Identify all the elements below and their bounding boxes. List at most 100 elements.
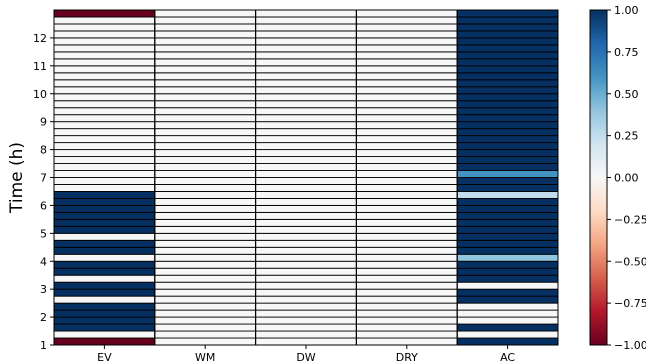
heatmap-cell	[456, 72, 559, 81]
heatmap-cell	[53, 121, 156, 130]
heatmap-cell	[154, 281, 257, 290]
colorbar-tick-label: 1.00	[614, 4, 639, 17]
heatmap-cell	[53, 30, 156, 39]
heatmap-cell	[154, 79, 257, 88]
colorbar-tick-label: 0.25	[614, 130, 639, 143]
heatmap-cell	[456, 184, 559, 192]
heatmap-cell	[255, 156, 357, 164]
heatmap-cell	[255, 204, 357, 213]
heatmap-cell	[255, 197, 357, 206]
heatmap-cell	[154, 23, 257, 32]
heatmap-cell	[154, 100, 257, 109]
heatmap-cell	[154, 184, 257, 192]
heatmap-cell	[355, 23, 458, 32]
heatmap-cell	[53, 309, 156, 318]
y-tick-label: 8	[40, 144, 47, 157]
heatmap-cell	[456, 37, 559, 46]
heatmap-cell	[53, 177, 156, 185]
heatmap-cell	[456, 197, 559, 206]
heatmap-cell	[355, 295, 458, 304]
heatmap-cell	[154, 163, 257, 171]
heatmap-cell	[154, 309, 257, 318]
heatmap-cell	[154, 253, 257, 262]
heatmap-cell	[154, 232, 257, 241]
heatmap-cell	[53, 142, 156, 151]
heatmap-cell	[456, 246, 559, 255]
heatmap-cell	[255, 163, 357, 171]
heatmap-cell	[456, 86, 559, 95]
heatmap-cell	[355, 93, 458, 102]
heatmap-cell	[255, 135, 357, 144]
heatmap-cell	[255, 9, 357, 18]
colorbar-tick-label: −0.25	[614, 213, 646, 226]
heatmap-cell	[154, 302, 257, 311]
heatmap-cell	[456, 323, 559, 332]
heatmap-cell	[355, 316, 458, 325]
heatmap-cell	[53, 253, 156, 262]
heatmap-cell	[255, 107, 357, 116]
heatmap-cell	[154, 246, 257, 255]
heatmap-cell	[53, 281, 156, 290]
heatmap-cell	[456, 309, 559, 318]
heatmap-cell	[456, 44, 559, 53]
heatmap-cell	[255, 267, 357, 276]
heatmap-cell	[154, 51, 257, 60]
heatmap-cell	[154, 177, 257, 185]
x-tick-label: DW	[296, 351, 315, 364]
heatmap-cell	[456, 177, 559, 185]
heatmap-cell	[53, 288, 156, 297]
x-tick-label: WM	[195, 351, 215, 364]
heatmap-cell	[255, 142, 357, 151]
heatmap-cell	[255, 302, 357, 311]
heatmap-cell	[355, 86, 458, 95]
heatmap-cell	[355, 253, 458, 262]
heatmap-cell	[154, 114, 257, 123]
heatmap-cell	[53, 337, 156, 346]
heatmap-cell	[456, 93, 559, 102]
heatmap-cell	[53, 191, 156, 199]
colorbar-tick-label: −0.50	[614, 255, 646, 268]
colorbar-ticks: −1.00 −0.75 −0.50 −0.25 0.00 0.25 0.50 0.75 1.00	[607, 4, 646, 352]
heatmap-cell	[355, 184, 458, 192]
column-separators	[154, 10, 458, 345]
heatmap-cell	[456, 100, 559, 109]
heatmap-cell	[154, 121, 257, 130]
heatmap-cell	[53, 107, 156, 116]
heatmap-cell	[53, 163, 156, 171]
heatmap-cell	[456, 149, 559, 158]
heatmap-cell	[53, 323, 156, 332]
heatmap-cell	[53, 100, 156, 109]
heatmap-cell	[154, 72, 257, 81]
heatmap-cell	[53, 58, 156, 67]
heatmap-cell	[255, 170, 357, 178]
heatmap-cell	[255, 93, 357, 102]
heatmap-cell	[255, 100, 357, 109]
heatmap-cell	[355, 281, 458, 290]
heatmap-cell	[255, 295, 357, 304]
heatmap-cell	[355, 225, 458, 234]
heatmap-cell	[355, 309, 458, 318]
heatmap-cell	[355, 232, 458, 241]
heatmap-cell	[355, 239, 458, 248]
heatmap-cell	[154, 107, 257, 116]
heatmap-cell	[53, 149, 156, 158]
heatmap-cell	[255, 149, 357, 158]
heatmap-cell	[355, 135, 458, 144]
heatmap-cell	[355, 65, 458, 74]
heatmap-cell	[255, 330, 357, 339]
heatmap-cell	[53, 246, 156, 255]
heatmap-cell	[53, 44, 156, 53]
heatmap-cell	[355, 246, 458, 255]
heatmap-cell	[53, 211, 156, 220]
heatmap-cell	[255, 37, 357, 46]
heatmap-cell	[456, 316, 559, 325]
y-tick-label: 2	[40, 311, 47, 324]
heatmap-cell	[355, 170, 458, 178]
heatmap-cell	[255, 246, 357, 255]
heatmap-cell	[456, 65, 559, 74]
heatmap-cell	[154, 218, 257, 227]
heatmap-cell	[355, 191, 458, 199]
heatmap-cell	[53, 9, 156, 18]
heatmap-cell	[53, 128, 156, 137]
